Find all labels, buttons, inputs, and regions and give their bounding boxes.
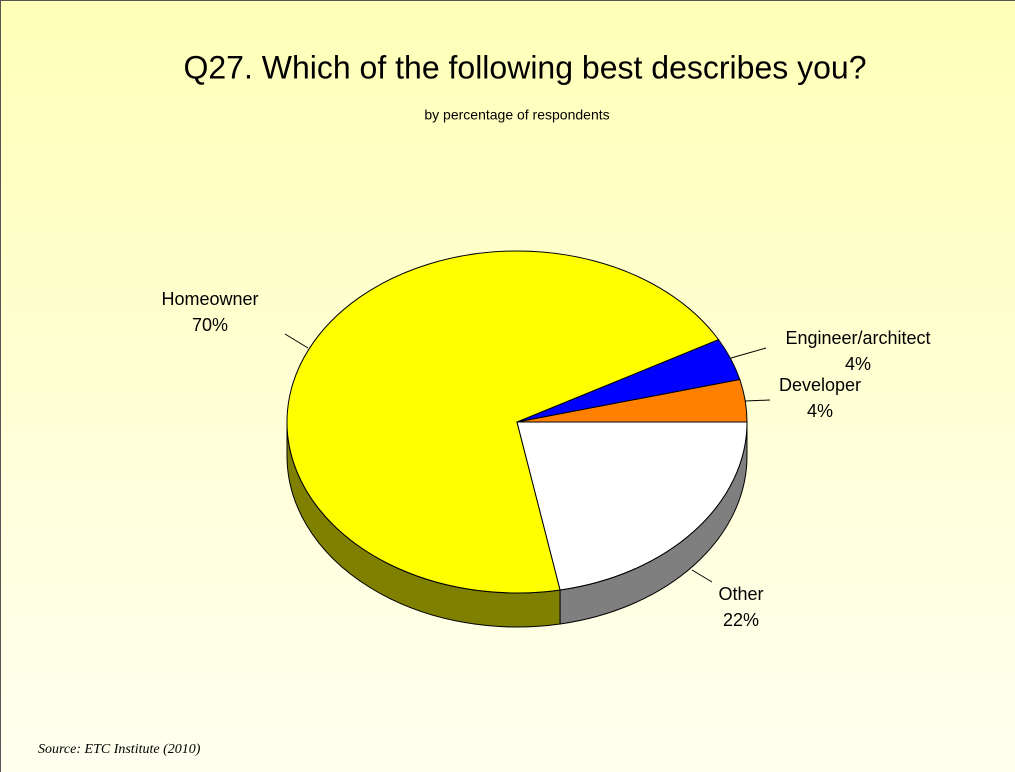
slice-value-label: 4% <box>845 354 871 374</box>
slice-value-label: 22% <box>723 610 759 630</box>
slice-label: Engineer/architect <box>785 328 930 348</box>
leader-line <box>744 399 771 402</box>
slice-label: Homeowner <box>161 289 258 309</box>
slice-value-label: 4% <box>807 401 833 421</box>
pie-slice <box>286 250 720 594</box>
leader-line <box>730 347 767 359</box>
slice-value-label: 70% <box>192 315 228 335</box>
source-note: Source: ETC Institute (2010) <box>38 742 201 757</box>
leader-line <box>284 333 309 349</box>
chart-title: Q27. Which of the following best describ… <box>183 49 866 85</box>
slice-label: Developer <box>779 375 861 395</box>
pie-slice <box>516 421 748 591</box>
chart-subtitle: by percentage of respondents <box>424 107 609 123</box>
leader-line <box>691 569 713 583</box>
slice-label: Other <box>718 584 763 604</box>
